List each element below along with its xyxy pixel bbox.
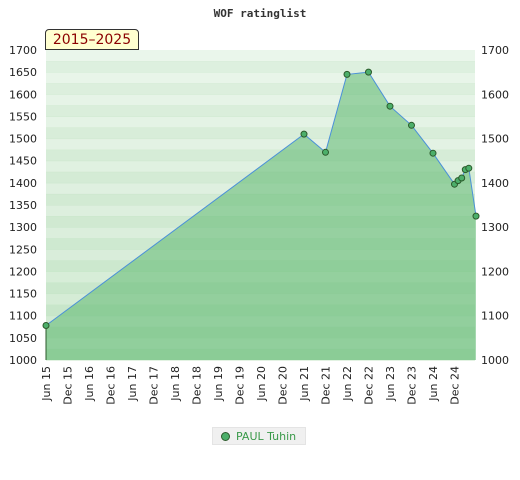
plot-band	[46, 61, 475, 73]
y-tick-label-right: 1100	[481, 310, 509, 323]
y-tick-label: 1250	[9, 243, 37, 256]
x-tick-label: Jun 17	[126, 366, 139, 402]
plot-band	[46, 50, 475, 62]
y-tick-label-right: 1700	[481, 44, 509, 57]
y-tick-label-right: 1400	[481, 177, 509, 190]
plot-band	[46, 94, 475, 106]
legend-marker	[221, 431, 230, 441]
y-tick-label: 1500	[9, 133, 37, 146]
data-point[interactable]	[429, 149, 437, 157]
data-point[interactable]	[300, 130, 308, 138]
plot-band	[46, 72, 475, 84]
x-tick-label: Dec 23	[406, 366, 419, 405]
y-tick-label: 1450	[9, 155, 37, 168]
y-tick-label: 1050	[9, 332, 37, 345]
series-fill	[46, 72, 476, 360]
legend-series-name: PAUL Tuhin	[236, 429, 297, 443]
x-tick-label: Dec 18	[191, 366, 204, 405]
y-axis-right: 1000 1100 1200 1300 1400 1500 1600 1700	[481, 44, 509, 367]
x-tick-label: Dec 15	[62, 366, 75, 405]
x-tick-label: Jun 18	[169, 366, 182, 402]
data-point[interactable]	[465, 164, 473, 172]
x-tick-label: Jun 15	[40, 366, 53, 402]
y-tick-label: 1700	[9, 44, 37, 57]
x-axis: Jun 15 Dec 15 Jun 16 Dec 16 Jun 17 Dec 17 Jun …	[40, 366, 462, 405]
x-tick-label: Dec 24	[449, 366, 462, 405]
plot-band	[46, 105, 475, 117]
data-point[interactable]	[322, 148, 329, 156]
y-tick-label: 1100	[9, 310, 37, 323]
x-tick-label: Dec 20	[277, 366, 290, 405]
x-tick-label: Jun 19	[212, 366, 225, 402]
y-tick-label: 1000	[9, 354, 37, 367]
y-tick-label: 1600	[9, 88, 37, 101]
x-tick-label: Dec 16	[105, 366, 118, 405]
y-axis-left: 1000 1050 1100 1150 1200 1250 1300 1350 1400 1450…	[9, 44, 37, 367]
y-tick-label: 1550	[9, 110, 37, 123]
y-tick-label-right: 1300	[481, 221, 509, 234]
x-tick-label: Dec 17	[148, 366, 161, 405]
y-tick-label: 1150	[9, 288, 37, 301]
plot-band	[46, 83, 475, 95]
y-tick-label-right: 1200	[481, 265, 509, 278]
plot-band	[46, 127, 475, 140]
x-tick-label: Dec 19	[234, 366, 247, 405]
y-tick-label-right: 1600	[481, 88, 509, 101]
plot-band	[46, 138, 475, 151]
series-markers	[42, 68, 480, 329]
x-tick-label: Jun 21	[298, 366, 311, 402]
y-tick-label: 1300	[9, 221, 37, 234]
x-tick-label: Jun 20	[255, 366, 268, 402]
x-tick-label: Jun 24	[427, 366, 440, 402]
data-point[interactable]	[386, 102, 394, 110]
x-tick-label: Dec 22	[363, 366, 376, 405]
period-label: 2015–2025	[45, 29, 139, 50]
plot-band	[46, 116, 475, 128]
y-tick-label: 1350	[9, 199, 37, 212]
x-tick-label: Jun 23	[384, 366, 397, 402]
y-tick-label: 1200	[9, 265, 37, 278]
plot-band	[46, 149, 475, 162]
data-point[interactable]	[458, 174, 466, 182]
data-point[interactable]	[42, 322, 50, 329]
data-point[interactable]	[343, 70, 351, 78]
y-tick-label-right: 1000	[481, 354, 509, 367]
y-tick-label: 1400	[9, 177, 37, 190]
x-tick-label: Jun 16	[83, 366, 96, 402]
x-tick-label: Dec 21	[320, 366, 333, 405]
legend[interactable]: PAUL Tuhin	[212, 427, 306, 445]
y-tick-label-right: 1500	[481, 133, 509, 146]
y-tick-label: 1650	[9, 66, 37, 79]
x-tick-label: Jun 22	[341, 366, 354, 402]
data-point[interactable]	[365, 68, 372, 76]
data-point[interactable]	[408, 121, 415, 129]
chart-title: WOF ratinglist	[214, 7, 307, 20]
data-point[interactable]	[472, 212, 480, 220]
